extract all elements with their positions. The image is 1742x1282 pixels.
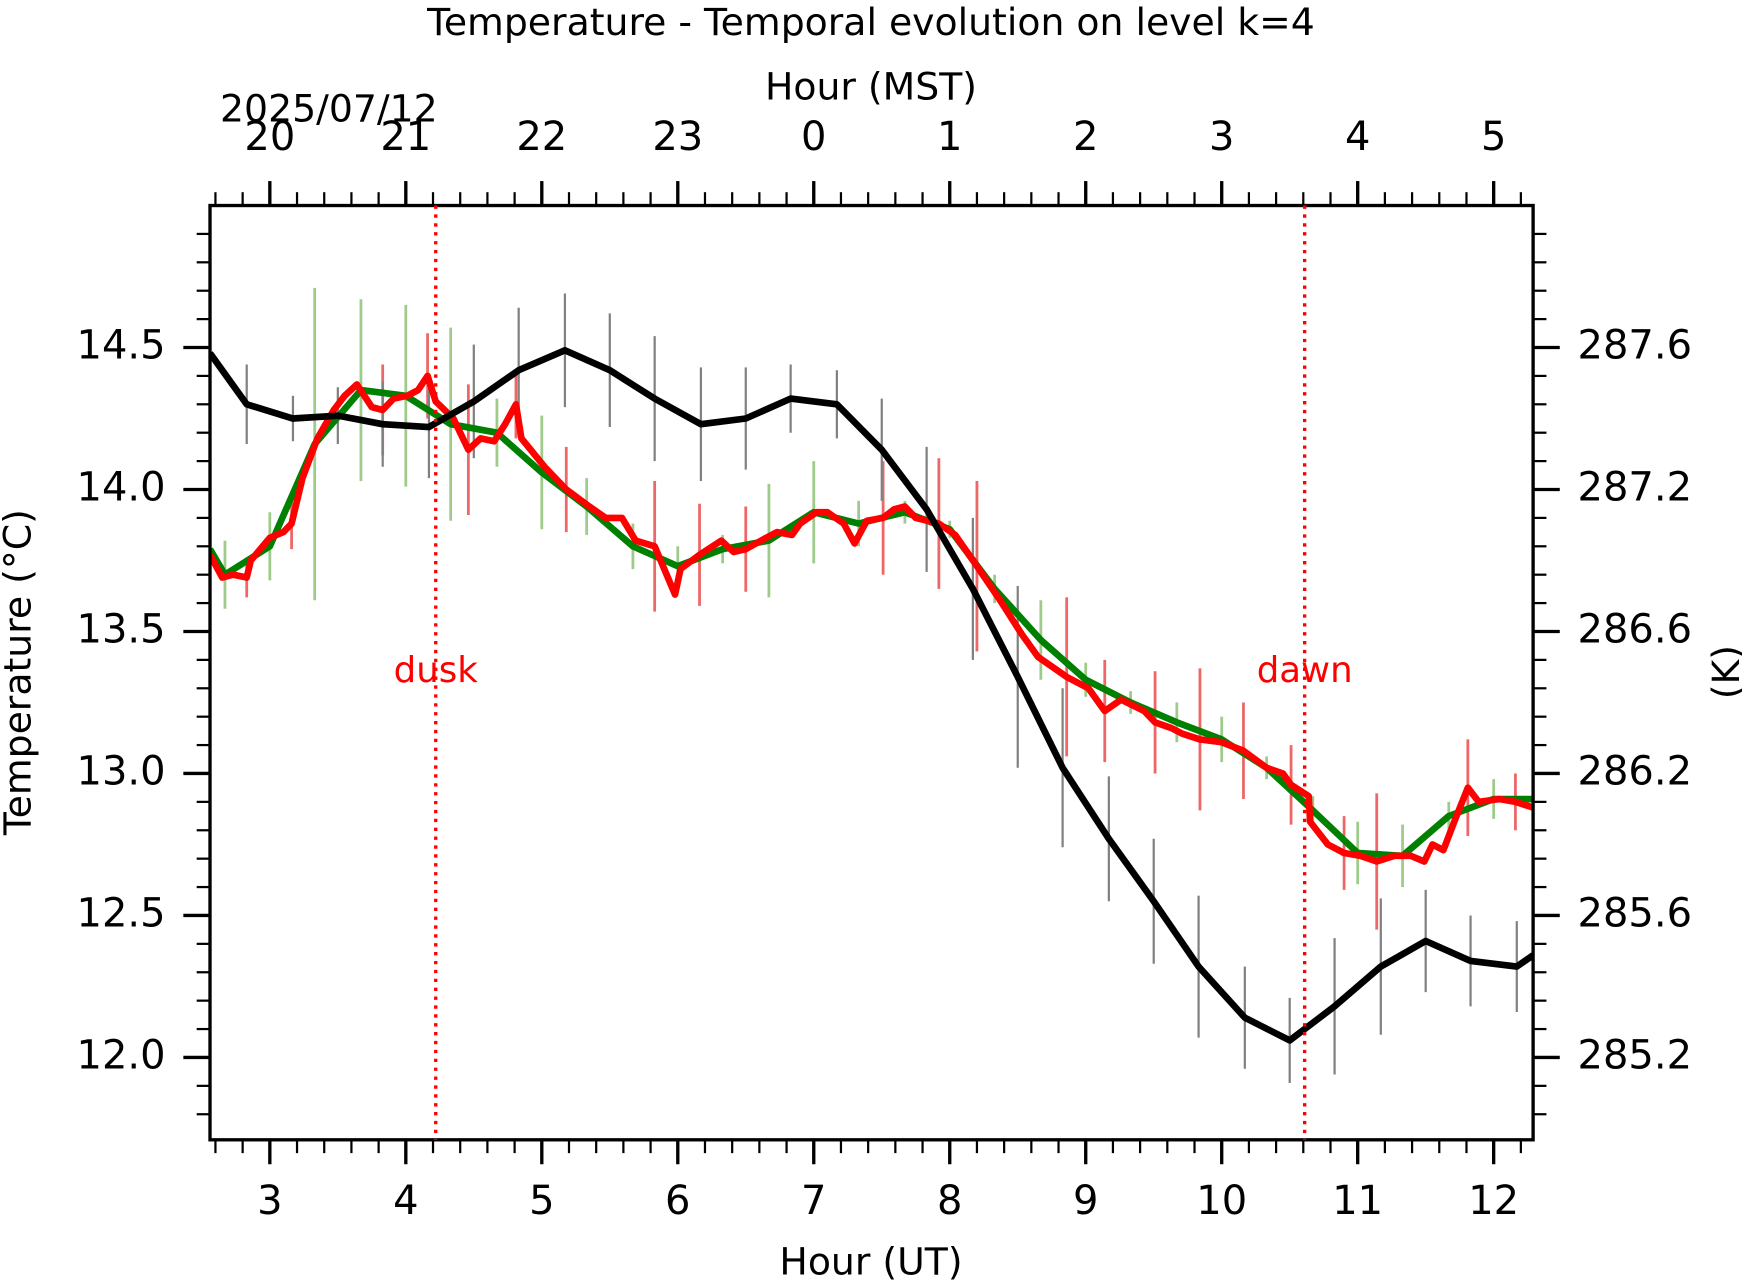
x-tick-label: 8 bbox=[937, 1178, 962, 1224]
y2-tick-label: 285.6 bbox=[1578, 890, 1692, 936]
y2-tick-label: 287.2 bbox=[1578, 464, 1692, 510]
x-tick-label: 7 bbox=[801, 1178, 826, 1224]
x2-tick-label: 5 bbox=[1481, 114, 1506, 160]
x2-axis-label: Hour (MST) bbox=[765, 64, 977, 108]
x2-tick-label: 3 bbox=[1209, 114, 1234, 160]
x-axis-label: Hour (UT) bbox=[779, 1240, 962, 1282]
x-tick-label: 5 bbox=[529, 1178, 554, 1224]
x-tick-label: 11 bbox=[1332, 1178, 1383, 1224]
y2-tick-label: 287.6 bbox=[1578, 323, 1692, 369]
x-tick-label: 3 bbox=[257, 1178, 282, 1224]
x2-tick-label: 22 bbox=[516, 114, 567, 160]
x2-tick-label: 2 bbox=[1073, 114, 1098, 160]
y2-axis-label: (K) bbox=[1704, 645, 1742, 699]
y2-tick-label: 285.2 bbox=[1578, 1032, 1692, 1078]
y2-tick-label: 286.6 bbox=[1578, 606, 1692, 652]
data-line bbox=[210, 347, 1534, 1044]
y-tick-label: 14.5 bbox=[77, 323, 166, 369]
x-tick-label: 4 bbox=[393, 1178, 418, 1224]
x2-date-label: 2025/07/12 bbox=[220, 87, 438, 131]
x2-tick-label: 0 bbox=[801, 114, 826, 160]
chart-title: Temperature - Temporal evolution on leve… bbox=[426, 0, 1315, 44]
y-tick-label: 13.5 bbox=[77, 606, 166, 652]
event-label: dusk bbox=[394, 650, 479, 691]
y-tick-label: 13.0 bbox=[77, 748, 166, 794]
x2-tick-label: 20 bbox=[244, 114, 295, 160]
plot-area bbox=[210, 287, 1534, 1084]
x2-tick-label: 21 bbox=[380, 114, 431, 160]
y2-tick-label: 286.2 bbox=[1578, 748, 1692, 794]
axes-frame bbox=[208, 203, 1535, 1142]
x-tick-label: 9 bbox=[1073, 1178, 1098, 1224]
x2-tick-label: 4 bbox=[1345, 114, 1370, 160]
x-tick-label: 12 bbox=[1468, 1178, 1519, 1224]
y-tick-label: 12.5 bbox=[77, 890, 166, 936]
data-line bbox=[210, 372, 1534, 865]
x-tick-label: 10 bbox=[1196, 1178, 1247, 1224]
y-tick-label: 12.0 bbox=[77, 1032, 166, 1078]
event-label: dawn bbox=[1257, 650, 1353, 691]
x-tick-label: 6 bbox=[665, 1178, 690, 1224]
y-axis-label: Temperature (°C) bbox=[0, 509, 40, 836]
data-line bbox=[210, 386, 1534, 860]
y-tick-label: 14.0 bbox=[77, 464, 166, 510]
x2-tick-label: 23 bbox=[652, 114, 703, 160]
x2-tick-label: 1 bbox=[937, 114, 962, 160]
